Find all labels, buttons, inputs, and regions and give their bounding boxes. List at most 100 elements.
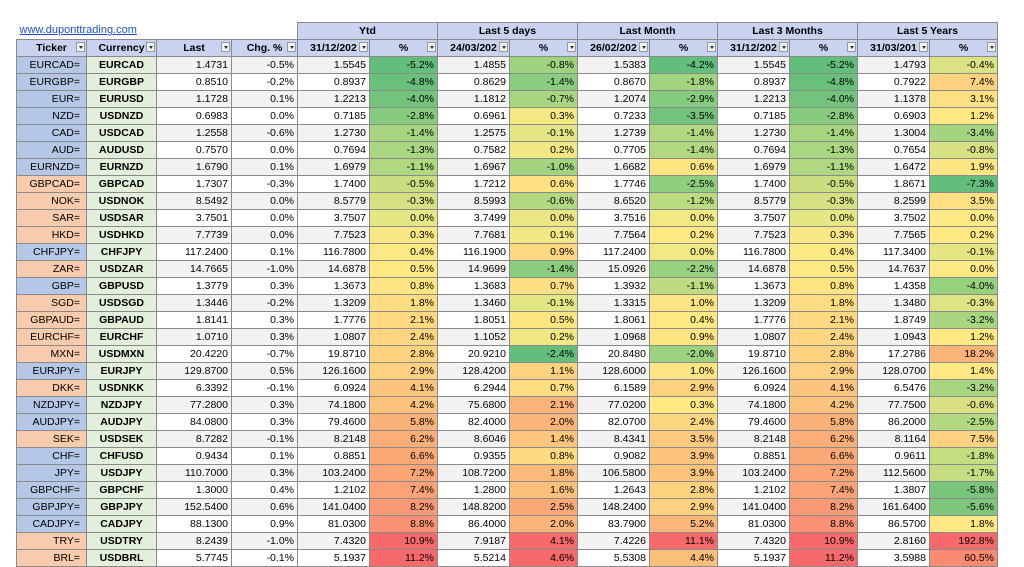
last-5-days-value-cell: 1.1052 [437,328,510,346]
last-5-years-value-cell: 1.0943 [857,328,930,346]
filter-dropdown-icon[interactable] [287,42,296,52]
last-cell: 0.9434 [156,447,232,465]
last-month-value-cell: 1.3932 [577,277,650,295]
last-5-days-value-cell: 0.9355 [437,447,510,465]
last-cell: 8.2439 [156,532,232,550]
last-5-days-pct-cell: 0.0% [509,209,578,227]
ytd-pct-cell: 10.9% [369,532,438,550]
last-5-days-pct-cell: 1.8% [509,464,578,482]
filter-dropdown-icon[interactable] [919,42,928,52]
chg-cell: 0.3% [231,277,298,295]
last-3-months-value-cell: 1.0807 [717,328,790,346]
last-5-years-pct-cell: 7.5% [929,430,998,448]
table-row: GBPCHF= GBPCHF 1.3000 0.4% 1.2102 7.4% 1.2800 1… [16,481,998,499]
currency-cell: CHFJPY [86,243,157,261]
currency-cell: GBPCAD [86,175,157,193]
ticker-cell: SAR= [16,209,87,227]
last-5-days-value-cell: 148.8200 [437,498,510,516]
last-5-days-pct-cell: 1.6% [509,481,578,499]
ytd-pct-cell: -4.8% [369,73,438,91]
site-link[interactable]: www.duponttrading.com [19,24,137,37]
table-row: GBPCAD= GBPCAD 1.7307 -0.3% 1.7400 -0.5% 1.721… [16,175,998,193]
filter-dropdown-icon[interactable] [707,42,716,52]
last-5-days-pct-cell: -1.4% [509,73,578,91]
last-3-months-value-cell: 14.6878 [717,260,790,278]
last-month-pct-cell: 5.2% [649,515,718,533]
last-5-days-pct-cell: -0.8% [509,56,578,74]
fx-table: www.duponttrading.com Ytd Last 5 days La… [16,22,998,567]
last-cell: 129.8700 [156,362,232,380]
table-row: NZDJPY= NZDJPY 77.2800 0.3% 74.1800 4.2% 75.68… [16,396,998,414]
last-5-days-pct-cell: 0.1% [509,226,578,244]
last-cell: 3.7501 [156,209,232,227]
filter-dropdown-icon[interactable] [499,42,508,52]
last-5-years-value-cell: 0.7654 [857,141,930,159]
last-5-years-pct-cell: -5.6% [929,498,998,516]
last-5-years-value-cell: 128.0700 [857,362,930,380]
last-3-months-pct-cell: 6.6% [789,447,858,465]
filter-dropdown-icon[interactable] [221,42,230,52]
group-last-month: Last Month [577,22,718,40]
currency-cell: USDTRY [86,532,157,550]
last-3-months-pct-cell: -2.8% [789,107,858,125]
last-month-pct-cell: 11.1% [649,532,718,550]
ticker-cell: GBPAUD= [16,311,87,329]
filter-dropdown-icon[interactable] [567,42,576,52]
last-3-months-value-cell: 0.8937 [717,73,790,91]
last-month-pct-cell: 0.9% [649,328,718,346]
filter-dropdown-icon[interactable] [847,42,856,52]
chg-cell: 0.1% [231,243,298,261]
last-5-years-value-cell: 8.2599 [857,192,930,210]
last-3-months-value-cell: 3.7507 [717,209,790,227]
last-5-years-value-cell: 3.7502 [857,209,930,227]
ytd-pct-cell: 7.2% [369,464,438,482]
ytd-pct-cell: 6.6% [369,447,438,465]
currency-cell: EURCAD [86,56,157,74]
last-5-days-value-cell: 0.6961 [437,107,510,125]
last-5-days-value-cell: 1.7212 [437,175,510,193]
ticker-cell: GBPCHF= [16,481,87,499]
last-5-years-pct-cell: 1.2% [929,107,998,125]
filter-dropdown-icon[interactable] [639,42,648,52]
last-5-years-pct-cell: -7.3% [929,175,998,193]
filter-dropdown-icon[interactable] [779,42,788,52]
group-ytd: Ytd [297,22,438,40]
last-5-years-pct-cell: -4.0% [929,277,998,295]
last-month-value-cell: 6.1589 [577,379,650,397]
ytd-pct-cell: -1.4% [369,124,438,142]
last-5-days-value-cell: 86.4000 [437,515,510,533]
last-5-years-pct-cell: 1.4% [929,362,998,380]
currency-cell: CHFUSD [86,447,157,465]
last-5-years-value-cell: 112.5600 [857,464,930,482]
currency-cell: USDMXN [86,345,157,363]
ytd-pct-cell: 8.8% [369,515,438,533]
last-5-years-pct-cell: -5.8% [929,481,998,499]
last-5-days-pct-cell: 2.1% [509,396,578,414]
filter-dropdown-icon[interactable] [359,42,368,52]
ytd-pct-cell: 4.2% [369,396,438,414]
currency-cell: GBPJPY [86,498,157,516]
filter-dropdown-icon[interactable] [146,42,155,52]
last-cell: 1.6790 [156,158,232,176]
ytd-value-cell: 0.7185 [297,107,370,125]
currency-cell: USDNKK [86,379,157,397]
table-row: CADJPY= CADJPY 88.1300 0.9% 81.0300 8.8% 86.40… [16,515,998,533]
last-5-years-pct-cell: -1.8% [929,447,998,465]
column-header-label: 24/03/202 [450,41,497,54]
last-3-months-value-cell: 74.1800 [717,396,790,414]
fx-performance-sheet: www.duponttrading.com Ytd Last 5 days La… [16,22,998,567]
last-5-years-pct-cell: 1.2% [929,328,998,346]
ytd-value-cell: 1.2102 [297,481,370,499]
last-3-months-pct-cell: 0.8% [789,277,858,295]
last-5-days-pct-cell: 1.1% [509,362,578,380]
chg-cell: -0.1% [231,549,298,567]
last-3-months-value-cell: 1.7400 [717,175,790,193]
last-5-years-pct-cell: -3.2% [929,379,998,397]
filter-dropdown-icon[interactable] [987,42,996,52]
last-cell: 84.0800 [156,413,232,431]
last-month-pct-cell: 2.9% [649,498,718,516]
filter-dropdown-icon[interactable] [76,42,85,52]
filter-dropdown-icon[interactable] [427,42,436,52]
last-month-pct-cell: -3.5% [649,107,718,125]
ticker-cell: SGD= [16,294,87,312]
